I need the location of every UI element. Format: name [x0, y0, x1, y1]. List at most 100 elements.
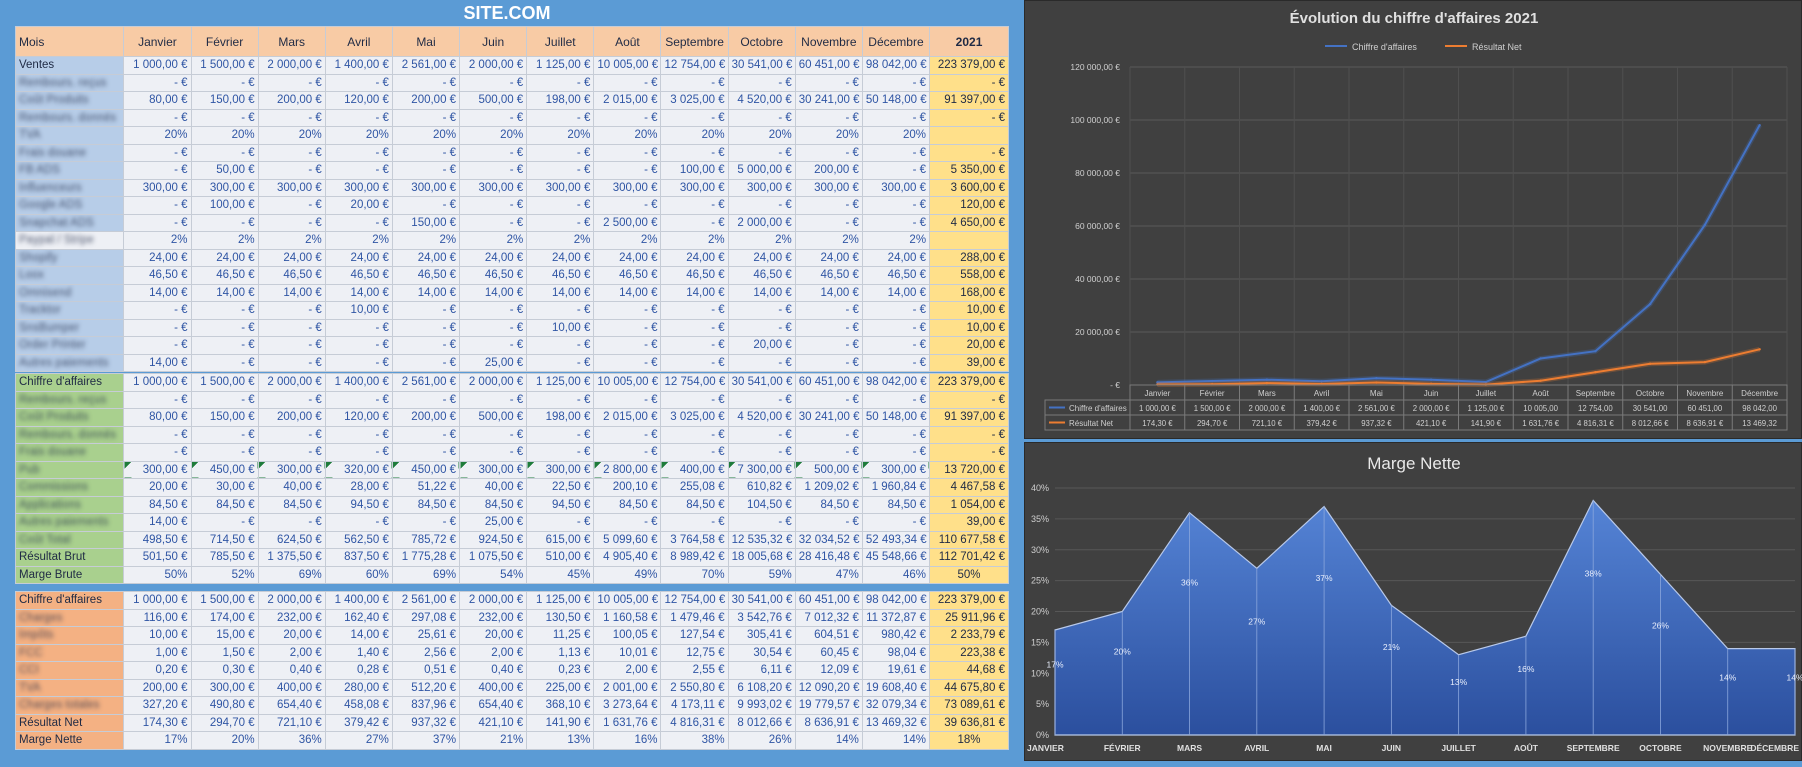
cell[interactable]: - € — [391, 513, 461, 532]
cell[interactable]: 654,40 € — [459, 696, 528, 715]
row-label[interactable]: TVA — [14, 126, 125, 145]
cell[interactable]: 47% — [794, 565, 863, 584]
cell[interactable]: - € — [929, 443, 1009, 462]
cell[interactable]: - € — [794, 213, 863, 232]
row-label[interactable]: Marge Nette — [14, 731, 125, 750]
cell[interactable]: 1,13 € — [526, 643, 595, 662]
cell[interactable] — [929, 231, 1009, 250]
cell[interactable]: 16% — [593, 731, 662, 750]
cell[interactable]: - € — [660, 143, 729, 162]
cell[interactable]: - € — [391, 425, 461, 444]
cell[interactable]: 24,00 € — [526, 248, 595, 267]
cell[interactable]: - € — [660, 73, 729, 92]
row-label[interactable]: Chiffre d'affaires — [14, 373, 125, 392]
cell[interactable]: 14,00 € — [324, 283, 393, 302]
cell[interactable]: 150,00 € — [190, 91, 259, 110]
cell[interactable]: 2,00 € — [257, 643, 326, 662]
cell[interactable]: - € — [727, 443, 796, 462]
cell[interactable]: - € — [190, 336, 259, 355]
cell[interactable]: 297,08 € — [391, 608, 461, 627]
cell[interactable]: 10,00 € — [929, 301, 1009, 320]
cell[interactable]: 2% — [459, 231, 528, 250]
cell[interactable]: 4 173,11 € — [660, 696, 729, 715]
cell[interactable]: - € — [727, 318, 796, 337]
cell[interactable]: 168,00 € — [929, 283, 1009, 302]
cell[interactable]: 60 451,00 € — [794, 56, 863, 75]
cell[interactable]: 46% — [861, 565, 931, 584]
cell[interactable]: - € — [190, 513, 259, 532]
cell[interactable]: 198,00 € — [526, 408, 595, 427]
cell[interactable]: 12 754,00 € — [660, 373, 729, 392]
cell[interactable]: 14,00 € — [861, 283, 931, 302]
revenue-chart-panel[interactable]: Évolution du chiffre d'affaires 2021 Chif… — [1024, 0, 1802, 439]
cell[interactable]: - € — [526, 196, 595, 215]
cell[interactable]: - € — [660, 425, 729, 444]
cell[interactable]: 46,50 € — [861, 266, 931, 285]
cell[interactable]: - € — [123, 318, 192, 337]
cell[interactable]: - € — [324, 353, 393, 372]
cell[interactable]: 300,00 € — [391, 178, 461, 197]
cell[interactable]: 300,00 € — [861, 178, 931, 197]
cell[interactable]: 20% — [794, 126, 863, 145]
cell[interactable]: 5 000,00 € — [727, 161, 796, 180]
cell[interactable]: - € — [324, 443, 393, 462]
cell[interactable]: - € — [660, 213, 729, 232]
cell[interactable]: - € — [459, 390, 528, 409]
cell[interactable]: 37% — [391, 731, 461, 750]
header-cell[interactable]: Juillet — [526, 26, 595, 57]
cell[interactable]: - € — [526, 161, 595, 180]
cell[interactable]: - € — [929, 425, 1009, 444]
cell[interactable]: 300,00 € — [324, 178, 393, 197]
cell[interactable]: 32 079,34 € — [861, 696, 931, 715]
cell[interactable]: 500,00 € — [459, 408, 528, 427]
cell[interactable]: 69% — [257, 565, 326, 584]
cell[interactable]: 1 400,00 € — [324, 56, 393, 75]
cell[interactable]: - € — [929, 143, 1009, 162]
cell[interactable]: - € — [257, 143, 326, 162]
cell[interactable]: - € — [593, 336, 662, 355]
cell[interactable]: 320,00 € — [324, 460, 393, 479]
cell[interactable]: 300,00 € — [257, 460, 326, 479]
cell[interactable]: 21% — [459, 731, 528, 750]
row-label[interactable]: Snapchat ADS — [14, 213, 125, 232]
cell[interactable]: 51,22 € — [391, 478, 461, 497]
cell[interactable]: 20% — [257, 126, 326, 145]
cell[interactable]: 20,00 € — [324, 196, 393, 215]
cell[interactable]: 59% — [727, 565, 796, 584]
cell[interactable]: - € — [257, 161, 326, 180]
cell[interactable]: 223 379,00 € — [929, 591, 1009, 610]
cell[interactable]: - € — [324, 213, 393, 232]
cell[interactable]: 25,00 € — [459, 353, 528, 372]
cell[interactable]: - € — [727, 425, 796, 444]
cell[interactable]: 30 541,00 € — [727, 591, 796, 610]
cell[interactable]: - € — [861, 443, 931, 462]
cell[interactable]: 1 000,00 € — [123, 56, 192, 75]
cell[interactable]: 19,61 € — [861, 661, 931, 680]
cell[interactable]: 500,00 € — [794, 460, 863, 479]
cell[interactable]: 512,20 € — [391, 678, 461, 697]
cell[interactable]: 624,50 € — [257, 530, 326, 549]
cell[interactable]: 13 720,00 € — [929, 460, 1009, 479]
cell[interactable]: 1 960,84 € — [861, 478, 931, 497]
row-label[interactable]: Charges — [14, 608, 125, 627]
cell[interactable]: 10 005,00 € — [593, 373, 662, 392]
cell[interactable]: - € — [391, 161, 461, 180]
header-cell[interactable]: Avril — [324, 26, 393, 57]
cell[interactable]: - € — [190, 143, 259, 162]
cell[interactable]: 25 911,96 € — [929, 608, 1009, 627]
cell[interactable]: 20% — [526, 126, 595, 145]
cell[interactable]: 1 054,00 € — [929, 495, 1009, 514]
cell[interactable]: 39,00 € — [929, 513, 1009, 532]
cell[interactable]: 14,00 € — [190, 283, 259, 302]
cell[interactable]: - € — [929, 73, 1009, 92]
cell[interactable]: 1 125,00 € — [526, 373, 595, 392]
row-label[interactable]: Rembours. reçus — [14, 73, 125, 92]
cell[interactable]: 2 000,00 € — [257, 373, 326, 392]
cell[interactable]: 15,00 € — [190, 626, 259, 645]
cell[interactable]: - € — [526, 213, 595, 232]
cell[interactable]: - € — [794, 196, 863, 215]
cell[interactable]: 20% — [391, 126, 461, 145]
cell[interactable]: 20% — [123, 126, 192, 145]
header-cell[interactable]: Octobre — [727, 26, 796, 57]
cell[interactable]: - € — [929, 108, 1009, 127]
